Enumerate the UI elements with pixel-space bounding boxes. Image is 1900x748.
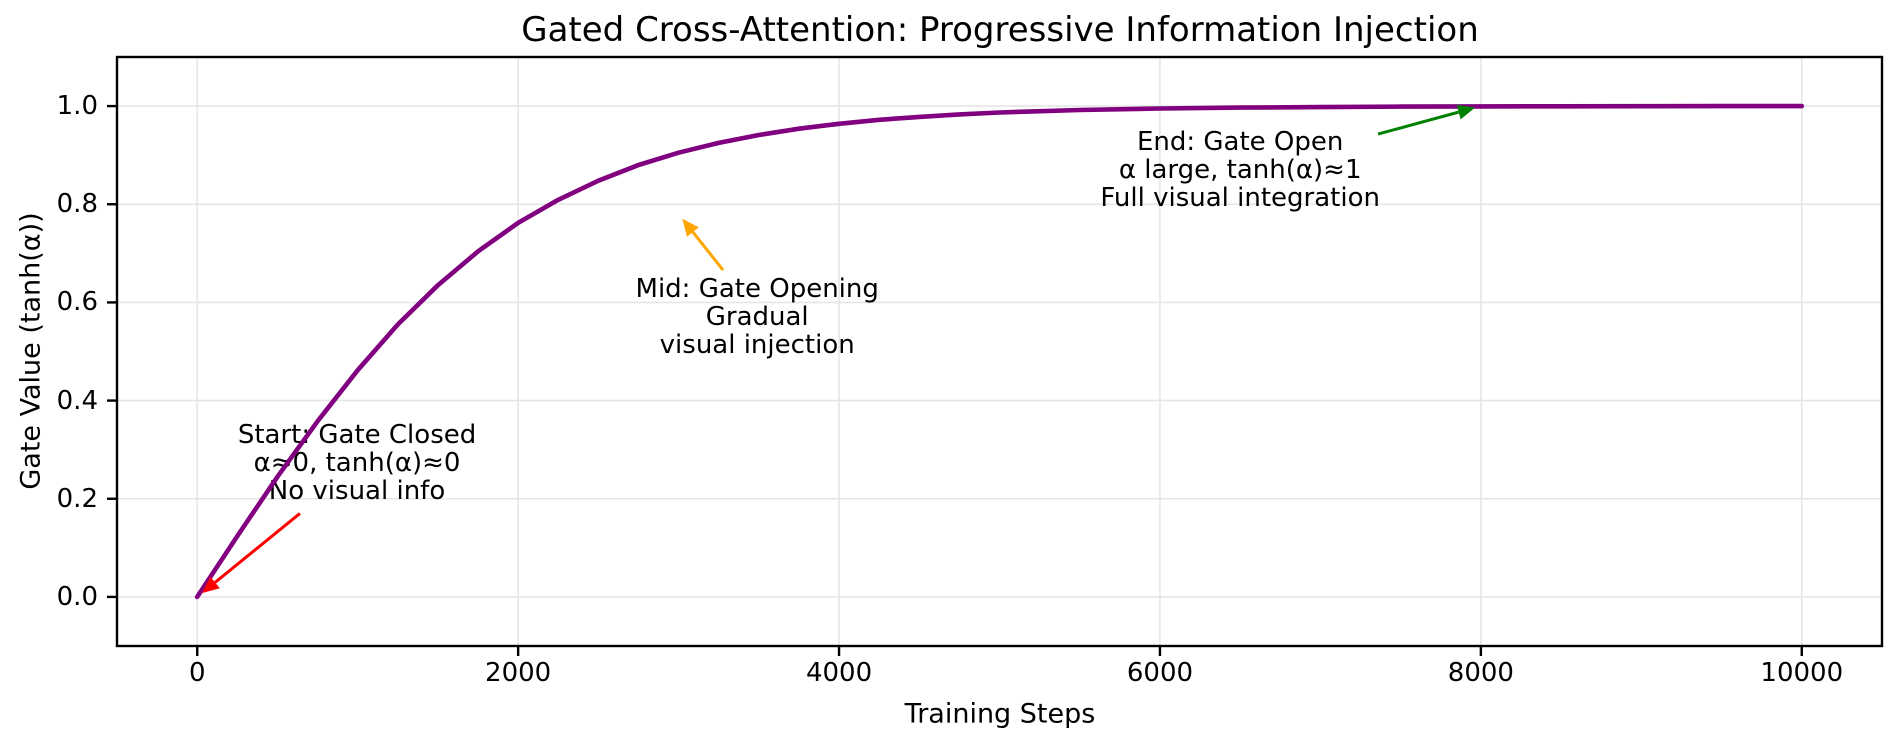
x-axis-label: Training Steps bbox=[904, 698, 1096, 730]
annotation-mid-line-2: Gradual bbox=[705, 302, 809, 333]
annotation-start-line-3: No visual info bbox=[268, 475, 446, 506]
x-tick-label: 10000 bbox=[1760, 658, 1844, 688]
x-tick-label: 4000 bbox=[805, 658, 873, 688]
y-tick-label: 0.4 bbox=[56, 385, 98, 416]
y-tick-label: 1.0 bbox=[56, 91, 98, 122]
annotation-mid-line-1: Mid: Gate Opening bbox=[635, 274, 879, 305]
x-tick-label: 2000 bbox=[485, 658, 552, 688]
annotation-end-line-1: End: Gate Open bbox=[1136, 126, 1344, 157]
annotation-mid-line-3: visual injection bbox=[659, 330, 855, 361]
y-tick-label: 0.8 bbox=[56, 189, 98, 220]
annotation-mid: Mid: Gate Opening Gradual visual injecti… bbox=[636, 275, 879, 359]
annotation-end: End: Gate Open α large, tanh(α)≈1 Full v… bbox=[1100, 128, 1380, 212]
y-tick-label: 0.2 bbox=[56, 483, 98, 514]
y-axis-label: Gate Value (tanh(α)) bbox=[15, 212, 47, 490]
annotation-start: Start: Gate Closed α≈0, tanh(α)≈0 No vis… bbox=[238, 421, 476, 505]
x-tick-label: 6000 bbox=[1126, 658, 1194, 688]
annotation-end-line-2: α large, tanh(α)≈1 bbox=[1118, 154, 1362, 185]
y-tick-label: 0.0 bbox=[56, 581, 98, 612]
x-tick-label: 0 bbox=[188, 658, 206, 688]
x-tick-label: 8000 bbox=[1447, 658, 1514, 688]
chart-title: Gated Cross-Attention: Progressive Infor… bbox=[521, 10, 1479, 50]
annotation-start-line-2: α≈0, tanh(α)≈0 bbox=[253, 447, 461, 478]
y-tick-label: 0.6 bbox=[56, 287, 98, 318]
annotation-start-line-1: Start: Gate Closed bbox=[237, 419, 477, 450]
annotation-end-line-3: Full visual integration bbox=[1100, 182, 1380, 213]
